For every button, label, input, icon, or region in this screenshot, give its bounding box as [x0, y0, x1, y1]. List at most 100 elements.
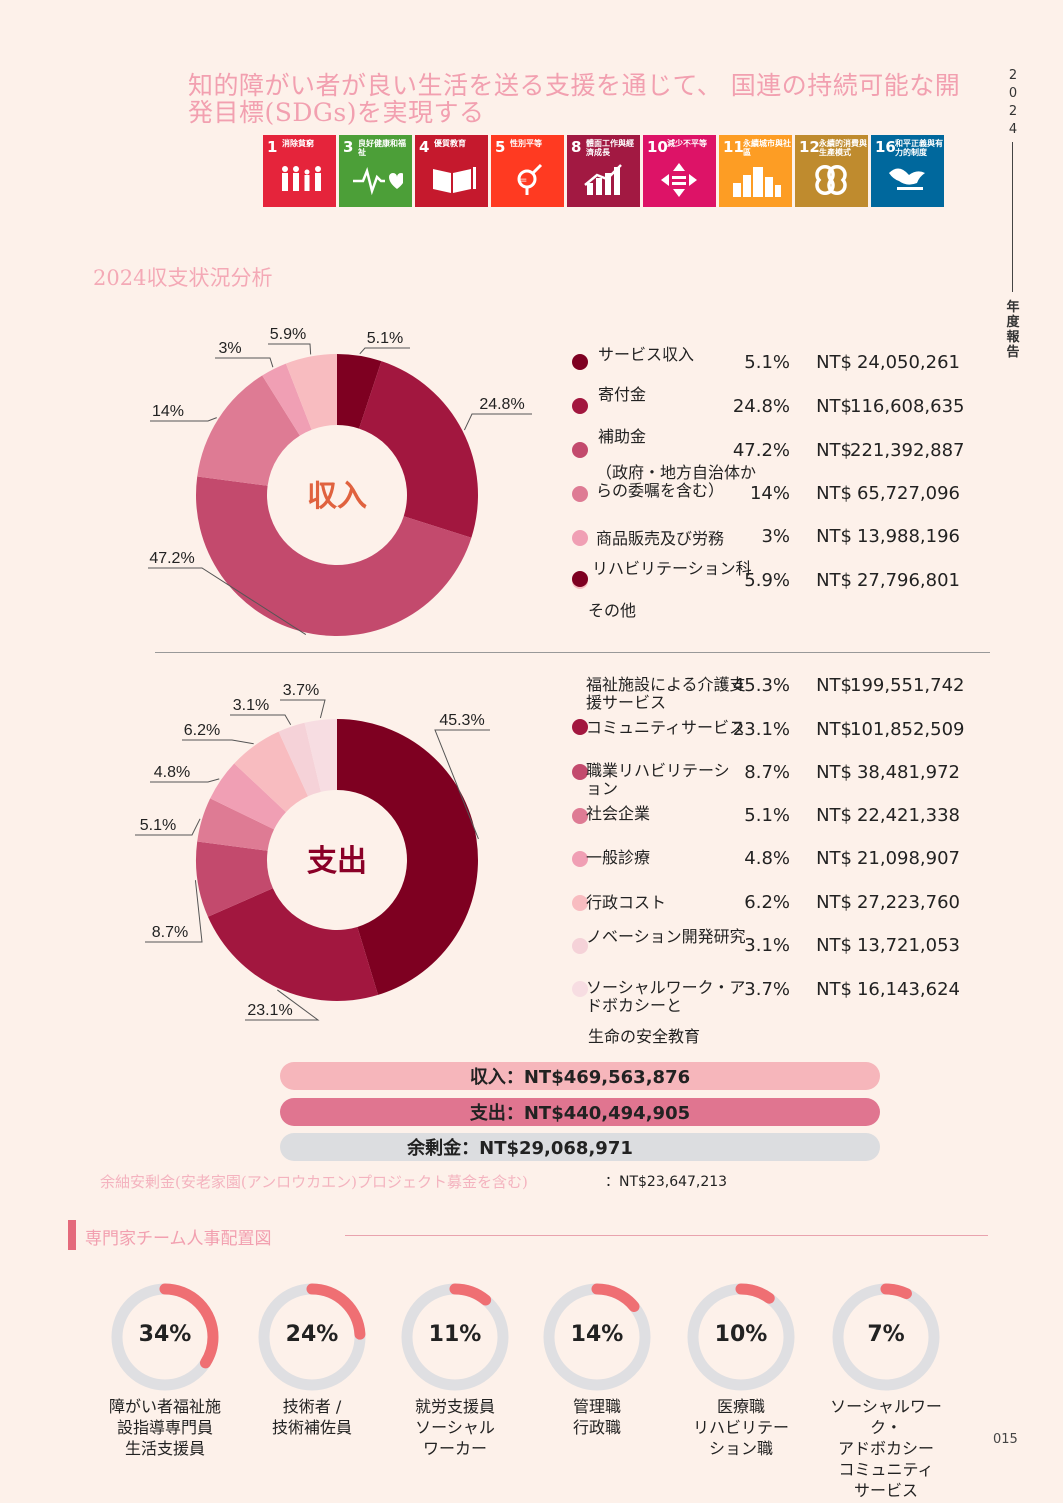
- ring-progress: [687, 1283, 795, 1391]
- legend-percent: 3.7%: [744, 979, 790, 1000]
- report-char: 度: [1006, 315, 1020, 330]
- staff-label-line: ワーカー: [422, 1439, 487, 1458]
- legend-currency: NT$: [816, 762, 852, 783]
- staff-label-line: 生活支援員: [124, 1439, 205, 1458]
- staff-label-line: 行政職: [572, 1418, 621, 1437]
- legend-label: ソーシャルワーク・アドボカシーと: [586, 978, 746, 1015]
- report-char: 報: [1006, 330, 1020, 345]
- staff-title: 専門家チーム人事配置図: [85, 1229, 272, 1249]
- sdg-label: 性別平等: [510, 139, 542, 148]
- legend-amount: 22,421,338: [856, 805, 960, 826]
- growth-chart-icon: [584, 164, 622, 195]
- legend-percent: 24.8%: [732, 396, 790, 417]
- slice-label: 3%: [218, 340, 241, 357]
- staff-label: ソーシャルワーク・ アドボカシー コミュニティ サービス: [816, 1396, 956, 1501]
- legend-currency: NT$: [816, 396, 852, 417]
- income-donut-chart: 5.1% 24.8% 47.2% 14% 3% 5.9% 収入: [148, 326, 532, 636]
- legend-label: （政府・地方自治体からの委嘱を含む）: [596, 463, 757, 500]
- staff-percent: 24%: [285, 1322, 339, 1347]
- sdg-icons: 1 消除貧窮 3 良好健康和福祉 4 優質教育 5 性別平等 = 8 體面工作與經濟成長 10 減少不平…: [263, 135, 944, 207]
- legend-swatch: [572, 981, 588, 997]
- donut-slice: [196, 841, 273, 917]
- staff-label-line: 障がい者福祉施: [108, 1397, 221, 1416]
- legend-amount: 199,551,742: [850, 675, 965, 696]
- staff-label-line: ション職: [708, 1439, 773, 1458]
- leader-line: [148, 567, 307, 635]
- income-total-bar: 収入：NT$469,563,876: [280, 1062, 880, 1090]
- slice-label: 6.2%: [184, 722, 220, 739]
- staff-percent: 11%: [428, 1322, 482, 1347]
- year-char: 0: [1008, 86, 1018, 101]
- leader-line: [215, 357, 274, 368]
- surplus-note-value: ：NT$23,647,213: [605, 1174, 728, 1190]
- infinity-icon: [815, 164, 847, 196]
- leader-line: [182, 739, 254, 745]
- donut-slice: [196, 476, 472, 636]
- staff-label-line: 管理職: [572, 1397, 621, 1416]
- donut-slice: [337, 354, 382, 429]
- staff-ring: [832, 1283, 940, 1391]
- legend-swatch: [572, 486, 588, 502]
- leader-line: [145, 880, 203, 943]
- staff-label-line: 就労支援員: [414, 1397, 495, 1416]
- slice-label: 4.8%: [154, 764, 190, 781]
- donut-slice: [197, 798, 275, 851]
- legend-amount: 21,098,907: [856, 848, 960, 869]
- legend-currency: NT$: [816, 440, 852, 461]
- legend-percent: 5.1%: [744, 805, 790, 826]
- legend-label: サービス収入: [598, 345, 695, 364]
- leader-line: [463, 413, 532, 431]
- donut-slice: [234, 731, 308, 813]
- sdg-tile-12: 12 永續的消費與生產模式: [795, 135, 868, 207]
- slice-label: 14%: [152, 403, 184, 420]
- legend-swatch: [572, 895, 588, 911]
- legend-percent: 8.7%: [744, 762, 790, 783]
- people-icon: [282, 166, 321, 191]
- legend-amount: 24,050,261: [856, 352, 960, 373]
- sdg-number: 8: [571, 138, 582, 156]
- slice-label: 5.1%: [140, 817, 176, 834]
- section-title: 2024収支状況分析: [93, 266, 273, 290]
- legend-currency: NT$: [816, 526, 852, 547]
- legend-amount: 65,727,096: [856, 483, 960, 504]
- legend-amount: 13,988,196: [856, 526, 960, 547]
- slice-label: 3.1%: [233, 697, 269, 714]
- legend-swatch: [572, 571, 588, 587]
- sdg-tile-11: 11 永續城市與社區: [719, 135, 792, 207]
- staff-label-line: 医療職: [716, 1397, 765, 1416]
- city-icon: [733, 167, 781, 197]
- legend-percent: 45.3%: [732, 675, 790, 696]
- leader-line: [150, 417, 217, 422]
- legend-label: 福祉施設による介護支援サービス: [586, 675, 746, 712]
- svg-text:=: =: [519, 175, 527, 186]
- legend-percent: 6.2%: [744, 892, 790, 913]
- legend-label: 一般診療: [586, 848, 651, 867]
- legend-swatch: [572, 398, 588, 414]
- staff-label: 医療職 リハビリテー ション職: [671, 1396, 811, 1459]
- sdg-tile-10: 10 減少不平等: [643, 135, 716, 207]
- ring-progress: [832, 1283, 940, 1391]
- legend-swatch: [572, 719, 588, 735]
- legend-label: 商品販売及び労務: [596, 529, 725, 548]
- page-number: 015: [993, 1432, 1018, 1447]
- report-char: 告: [1006, 345, 1020, 360]
- leader-line: [268, 343, 312, 355]
- vertical-rule: [1012, 142, 1013, 292]
- legend-currency: NT$: [816, 675, 852, 696]
- surplus-total-bar: 余剰金：NT$29,068,971: [280, 1133, 880, 1161]
- ring-progress: [543, 1283, 651, 1391]
- legend-label: リハビリテーション科: [592, 559, 752, 578]
- legend-swatch: [572, 851, 588, 867]
- legend-label: コミュニティサービス: [586, 718, 746, 737]
- legend-amount: 101,852,509: [850, 719, 965, 740]
- legend-percent: 14%: [749, 483, 790, 504]
- sdg-label: 體面工作與經濟成長: [586, 139, 634, 157]
- staff-label: 管理職 行政職: [527, 1396, 667, 1438]
- donut-slice: [285, 354, 337, 430]
- legend-amount: 27,796,801: [856, 570, 960, 591]
- legend-percent: 23.1%: [732, 719, 790, 740]
- sdg-tile-16: 16 和平正義與有力的制度: [871, 135, 944, 207]
- staff-percent: 10%: [714, 1322, 768, 1347]
- sdg-tile-1: 1 消除貧窮: [263, 135, 336, 207]
- donut-slice: [207, 888, 379, 1001]
